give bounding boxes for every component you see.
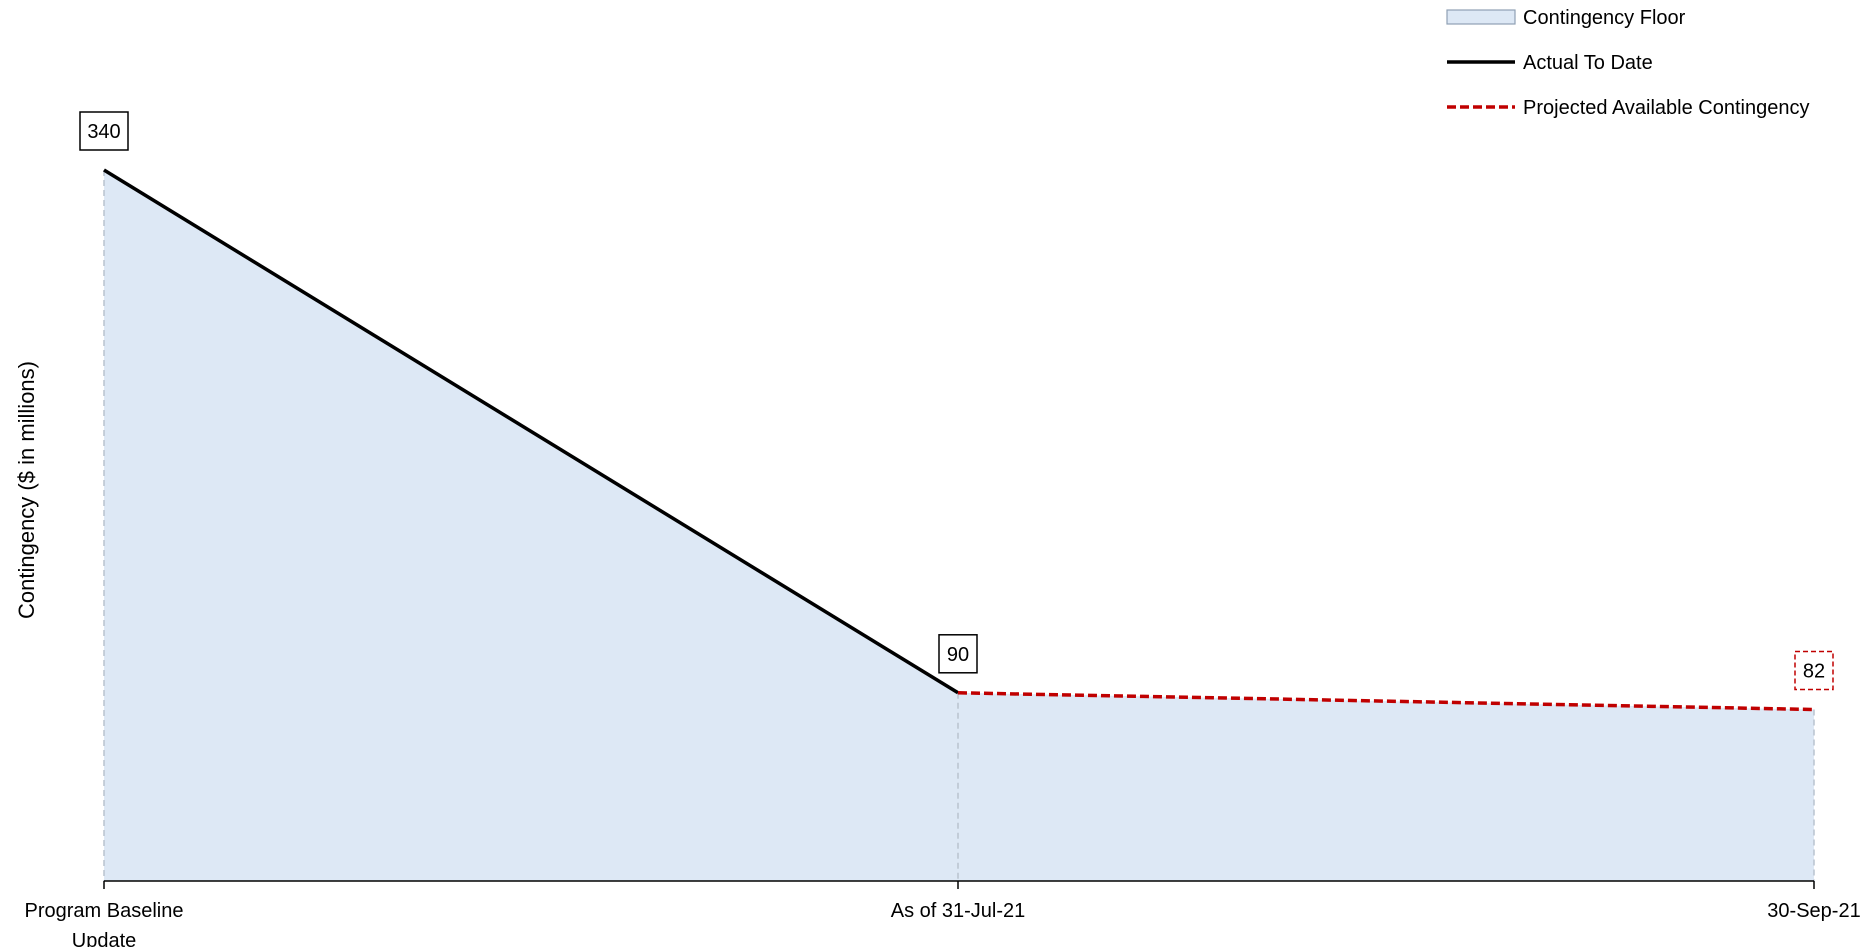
- x-tick-label-0: Update: [72, 930, 137, 947]
- legend-label-2: Projected Available Contingency: [1523, 97, 1809, 119]
- legend-label-1: Actual To Date: [1523, 52, 1653, 74]
- x-tick-label-0: Program Baseline: [25, 900, 184, 922]
- line-actual-to-date: [103, 168, 959, 695]
- data-label-1: 90: [947, 644, 969, 666]
- legend-swatch-0: [1446, 9, 1516, 25]
- data-label-box-0: [79, 111, 129, 151]
- y-axis-label: Contingency ($ in millions): [14, 361, 39, 619]
- legend-label-0: Contingency Floor: [1523, 7, 1686, 29]
- x-tick-label-2: 30-Sep-21: [1767, 900, 1860, 922]
- area-contingency-floor: [104, 170, 1814, 881]
- data-label-0: 340: [87, 121, 120, 143]
- data-label-box-1: [938, 634, 978, 674]
- data-label-box-2: [1794, 650, 1834, 691]
- data-label-2: 82: [1803, 661, 1825, 683]
- x-tick-label-1: As of 31-Jul-21: [891, 900, 1026, 922]
